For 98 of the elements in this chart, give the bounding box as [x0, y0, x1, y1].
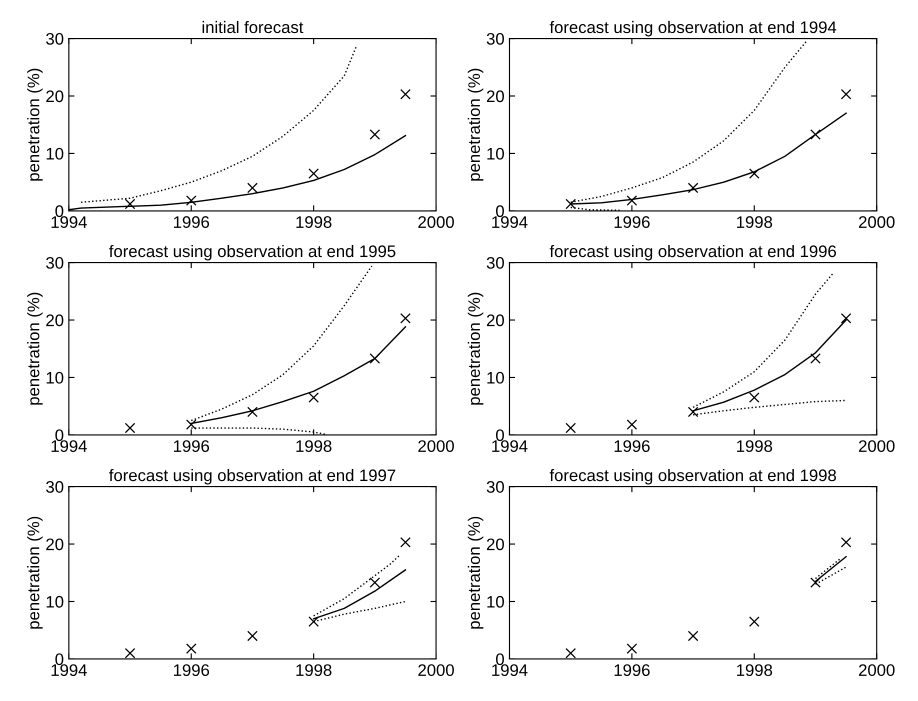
- x-tick-label: 1996: [174, 440, 210, 452]
- x-tick-label: 2000: [418, 216, 454, 228]
- chart-title: forecast using observation at end 1997: [109, 468, 396, 485]
- point: [370, 577, 380, 588]
- point: [565, 648, 576, 658]
- y-tick-label: 30: [486, 481, 504, 493]
- y-tick-label: 0: [55, 429, 64, 442]
- y-tick-label: 0: [496, 429, 504, 442]
- y-axis-title: penetration (%): [468, 292, 484, 405]
- chart-title: forecast using observation at end 1994: [550, 20, 836, 36]
- point: [308, 168, 319, 179]
- chart-title: forecast using observation at end 1998: [550, 468, 836, 485]
- point: [810, 129, 821, 140]
- point: [565, 198, 576, 210]
- x-tick-label: 1994: [492, 216, 528, 228]
- y-tick-label: 30: [46, 32, 64, 45]
- x-tick-label: 1996: [614, 440, 650, 452]
- x-tick-label: 1994: [492, 440, 528, 452]
- x-tick-label: 1998: [296, 440, 332, 452]
- point: [370, 353, 380, 364]
- point: [810, 577, 821, 588]
- y-tick-label: 10: [46, 596, 64, 608]
- point: [810, 353, 821, 364]
- y-axis-title: penetration (%): [468, 516, 484, 629]
- point: [308, 392, 319, 403]
- x-tick-label: 1998: [737, 664, 772, 676]
- chart-title: forecast using observation at end 1995: [109, 244, 396, 260]
- point: [840, 537, 852, 548]
- x-tick-label: 2000: [858, 440, 895, 452]
- y-tick-label: 0: [496, 653, 504, 666]
- point: [840, 313, 852, 324]
- y-tick-label: 10: [487, 372, 504, 384]
- x-tick-label: 1996: [614, 664, 650, 676]
- point: [308, 616, 319, 627]
- y-tick-label: 10: [46, 148, 64, 160]
- x-tick-label: 1994: [52, 216, 87, 228]
- y-axis-title: penetration (%): [468, 68, 484, 181]
- y-tick-label: 20: [46, 90, 64, 102]
- point: [400, 88, 411, 100]
- y-tick-label: 20: [46, 538, 64, 550]
- x-tick-label: 2000: [418, 440, 454, 452]
- x-tick-label: 2000: [858, 216, 895, 228]
- y-axis-title: penetration (%): [27, 68, 43, 181]
- y-tick-label: 10: [487, 148, 504, 160]
- y-tick-label: 30: [486, 32, 504, 45]
- point: [247, 630, 258, 642]
- point: [626, 643, 638, 654]
- x-tick-label: 1998: [737, 216, 772, 228]
- y-tick-label: 0: [55, 205, 64, 218]
- y-tick-label: 30: [46, 256, 64, 269]
- y-tick-label: 10: [487, 596, 504, 608]
- y-tick-label: 20: [46, 314, 64, 326]
- point: [626, 195, 638, 206]
- point: [626, 419, 638, 430]
- point: [186, 643, 197, 654]
- point: [688, 182, 698, 194]
- x-tick-label: 1996: [174, 664, 210, 676]
- point: [749, 392, 760, 403]
- y-tick-label: 0: [55, 653, 64, 666]
- x-tick-label: 1994: [52, 664, 87, 676]
- point: [370, 129, 380, 140]
- point: [688, 630, 698, 642]
- point: [565, 422, 576, 434]
- point: [688, 406, 698, 418]
- y-tick-label: 30: [486, 256, 504, 269]
- x-tick-label: 1994: [52, 440, 87, 452]
- chart-title: initial forecast: [202, 20, 304, 34]
- point: [749, 168, 760, 179]
- point: [247, 182, 258, 194]
- point: [840, 88, 852, 100]
- y-tick-label: 30: [46, 481, 64, 493]
- point: [186, 195, 197, 206]
- y-axis-title: penetration (%): [27, 292, 43, 405]
- y-tick-label: 20: [486, 90, 504, 102]
- point: [247, 406, 258, 418]
- y-tick-label: 20: [486, 538, 504, 550]
- point: [400, 537, 411, 548]
- x-tick-label: 1996: [614, 216, 650, 228]
- point: [749, 616, 760, 627]
- y-tick-label: 0: [496, 205, 504, 218]
- x-tick-label: 1998: [296, 664, 332, 676]
- x-tick-label: 1994: [492, 664, 528, 676]
- y-tick-label: 10: [46, 372, 64, 384]
- y-axis-title: penetration (%): [27, 516, 43, 629]
- chart-title: forecast using observation at end 1996: [550, 244, 836, 260]
- x-tick-label: 1996: [174, 216, 210, 228]
- line-series: [692, 400, 847, 416]
- x-tick-label: 2000: [418, 664, 454, 676]
- point: [186, 419, 197, 430]
- point: [124, 422, 136, 434]
- x-tick-label: 1998: [737, 440, 772, 452]
- x-tick-label: 1998: [296, 216, 332, 228]
- point: [124, 198, 136, 210]
- x-tick-label: 2000: [858, 664, 895, 676]
- line-series: [312, 600, 406, 622]
- point: [124, 648, 136, 658]
- y-tick-label: 20: [486, 314, 504, 326]
- point: [400, 313, 411, 324]
